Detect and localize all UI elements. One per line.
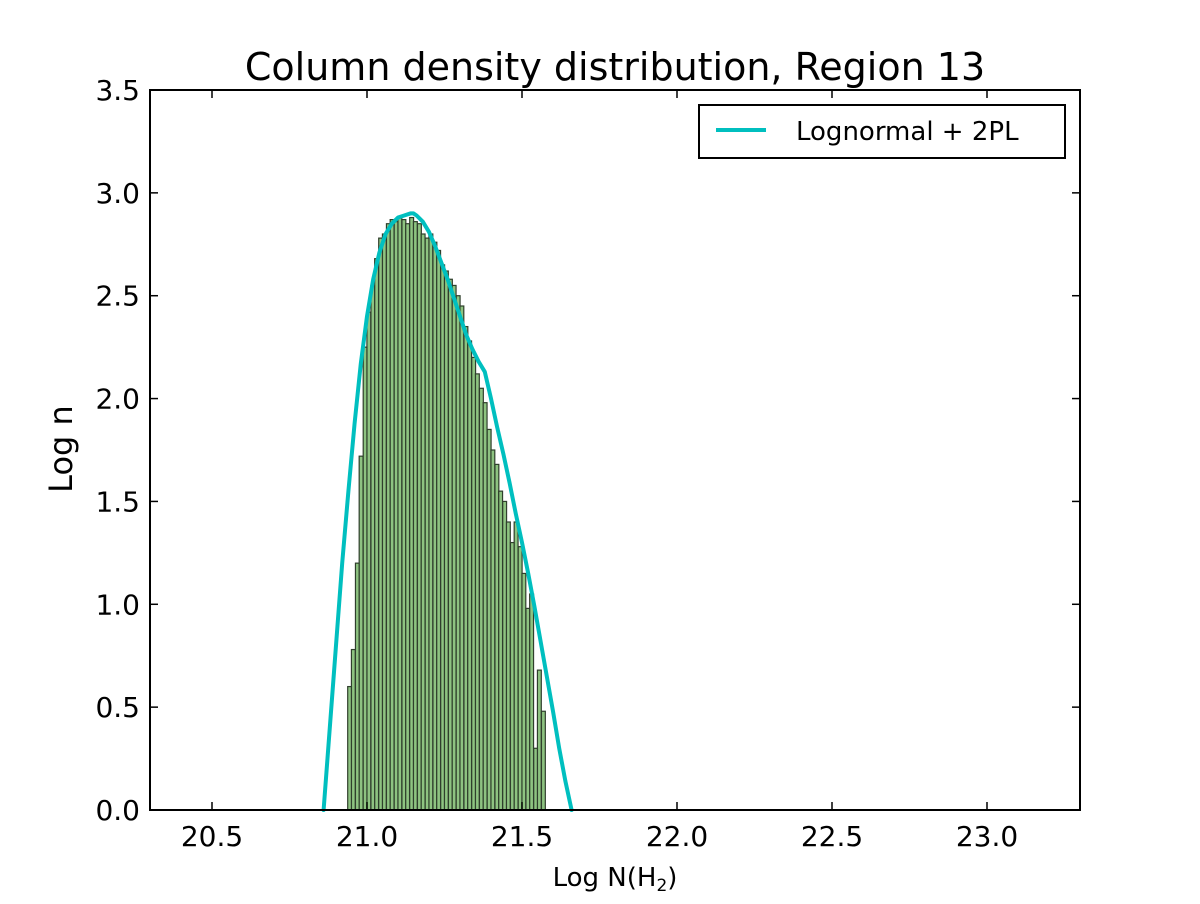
- x-tick-label: 20.5: [181, 820, 243, 853]
- x-axis-label: Log N(H2): [553, 863, 678, 896]
- histogram-bar: [381, 233, 387, 811]
- x-tick-label: 22.0: [646, 820, 708, 853]
- x-tick-label: 22.5: [801, 820, 863, 853]
- fit-curve-layer: [321, 211, 574, 812]
- histogram-bar: [405, 223, 411, 811]
- histogram-bar: [467, 340, 473, 811]
- y-tick-label: 0.5: [95, 691, 140, 724]
- histogram-bar: [374, 258, 380, 811]
- legend-label: Lognormal + 2PL: [796, 117, 1019, 147]
- histogram-bar: [540, 710, 546, 811]
- y-tick-label: 1.5: [95, 485, 140, 518]
- y-tick-label: 3.0: [95, 177, 140, 210]
- histogram-bar: [451, 284, 457, 811]
- histogram-bar: [505, 521, 511, 811]
- histogram-bar: [459, 305, 465, 811]
- histogram-bar: [443, 270, 449, 811]
- histogram-bar: [521, 572, 527, 811]
- histogram-bar: [397, 216, 403, 811]
- chart-title: Column density distribution, Region 13: [245, 45, 985, 89]
- histogram-bar: [412, 221, 418, 811]
- histogram-bar: [389, 219, 395, 811]
- y-tick-label: 2.5: [95, 280, 140, 313]
- y-axis-label: Log n: [42, 405, 80, 493]
- histogram-bar: [474, 373, 480, 811]
- histogram-bar: [482, 402, 488, 811]
- x-tick-label: 21.0: [336, 820, 398, 853]
- histogram-bar: [498, 490, 504, 811]
- y-tick-label: 3.5: [95, 74, 140, 107]
- y-tick-label: 1.0: [95, 588, 140, 621]
- histogram-bar: [490, 449, 496, 811]
- histogram-bar: [529, 593, 535, 811]
- histogram-bar: [536, 669, 542, 811]
- y-tick-label: 2.0: [95, 383, 140, 416]
- histogram-bar: [358, 455, 364, 811]
- x-tick-label: 21.5: [491, 820, 553, 853]
- histogram-bar: [513, 521, 519, 811]
- plot-frame: [149, 89, 1081, 811]
- histogram-bar: [350, 648, 356, 811]
- axes: 20.5 21.0 21.5 22.0 22.5 23.0 0.0 0.5 1.0 1.5 2.0 2…: [95, 74, 1081, 853]
- fit-curve-line: [321, 211, 574, 812]
- histogram-bar: [428, 233, 434, 811]
- y-tick-label: 0.0: [95, 794, 140, 827]
- histogram-bar: [366, 311, 372, 811]
- histogram-bar: [420, 233, 426, 811]
- legend: Lognormal + 2PL: [698, 104, 1066, 159]
- x-tick-label: 23.0: [956, 820, 1018, 853]
- histogram-bar: [436, 249, 442, 811]
